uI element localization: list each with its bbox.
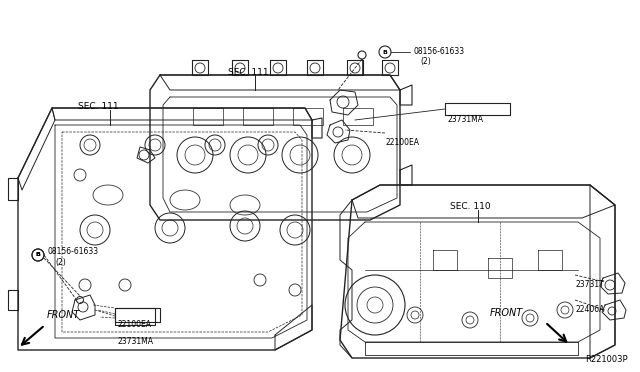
Text: R221003P: R221003P bbox=[586, 355, 628, 364]
Text: 23731T: 23731T bbox=[575, 280, 604, 289]
Text: SEC. 111: SEC. 111 bbox=[78, 102, 118, 111]
Text: 22406A: 22406A bbox=[575, 305, 604, 314]
Text: 22100EA: 22100EA bbox=[118, 320, 152, 329]
Text: B: B bbox=[36, 253, 40, 257]
Text: B: B bbox=[36, 253, 40, 257]
Text: SEC. 111: SEC. 111 bbox=[228, 68, 269, 77]
Text: (2): (2) bbox=[55, 258, 66, 267]
Text: B: B bbox=[383, 49, 387, 55]
Text: SEC. 110: SEC. 110 bbox=[450, 202, 491, 211]
Text: 22100EA: 22100EA bbox=[385, 138, 419, 147]
Text: FRONT: FRONT bbox=[47, 310, 80, 320]
Text: (2): (2) bbox=[420, 57, 431, 66]
Text: 23731MA: 23731MA bbox=[448, 115, 484, 124]
Text: 23731MA: 23731MA bbox=[118, 337, 154, 346]
Text: FRONT: FRONT bbox=[490, 308, 524, 318]
Text: 08156-61633: 08156-61633 bbox=[48, 247, 99, 256]
Text: 08156-61633: 08156-61633 bbox=[413, 47, 464, 56]
